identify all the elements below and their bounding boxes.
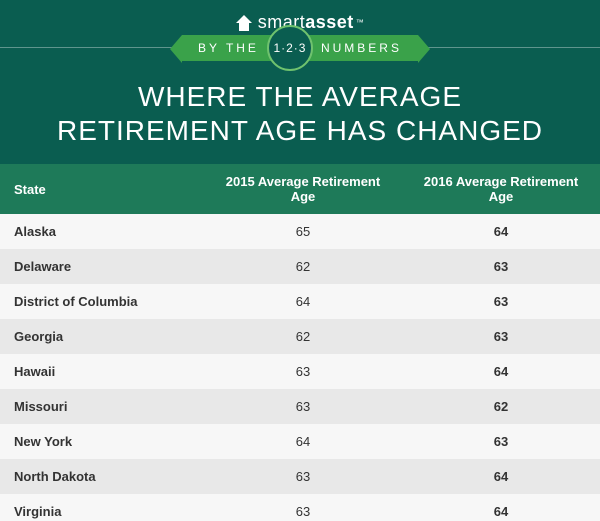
cell-2015: 65 <box>204 214 402 249</box>
table-row: Missouri6362 <box>0 389 600 424</box>
col-header-2016: 2016 Average Retirement Age <box>402 164 600 214</box>
cell-2016: 64 <box>402 494 600 521</box>
table-row: North Dakota6364 <box>0 459 600 494</box>
cell-state: Alaska <box>0 214 204 249</box>
cell-2015: 63 <box>204 354 402 389</box>
cell-state: Virginia <box>0 494 204 521</box>
cell-2015: 62 <box>204 319 402 354</box>
title-line-1: WHERE THE AVERAGE <box>138 81 462 112</box>
cell-2016: 64 <box>402 214 600 249</box>
house-icon <box>236 15 252 31</box>
ribbon: BY THE 1·2·3 NUMBERS <box>182 34 418 62</box>
page-title: WHERE THE AVERAGE RETIREMENT AGE HAS CHA… <box>40 80 560 148</box>
cell-2015: 63 <box>204 389 402 424</box>
infographic-card: smartasset™ BY THE 1·2·3 NUMBERS WHERE T… <box>0 0 600 521</box>
cell-2016: 64 <box>402 354 600 389</box>
table-row: New York6463 <box>0 424 600 459</box>
col-header-state: State <box>0 164 204 214</box>
ribbon-circle: 1·2·3 <box>267 25 313 71</box>
cell-2016: 63 <box>402 284 600 319</box>
ribbon-right: NUMBERS <box>305 35 418 61</box>
cell-state: Georgia <box>0 319 204 354</box>
cell-state: District of Columbia <box>0 284 204 319</box>
title-line-2: RETIREMENT AGE HAS CHANGED <box>57 115 543 146</box>
cell-2015: 62 <box>204 249 402 284</box>
cell-2016: 62 <box>402 389 600 424</box>
table-body: Alaska6564Delaware6263District of Columb… <box>0 214 600 521</box>
cell-2015: 64 <box>204 424 402 459</box>
cell-state: Missouri <box>0 389 204 424</box>
cell-2015: 63 <box>204 494 402 521</box>
cell-2016: 63 <box>402 249 600 284</box>
cell-state: New York <box>0 424 204 459</box>
cell-2016: 63 <box>402 319 600 354</box>
brand-tm: ™ <box>356 18 365 27</box>
table-row: Georgia6263 <box>0 319 600 354</box>
table-row: Alaska6564 <box>0 214 600 249</box>
cell-2016: 64 <box>402 459 600 494</box>
cell-2016: 63 <box>402 424 600 459</box>
retirement-table: State 2015 Average Retirement Age 2016 A… <box>0 164 600 521</box>
col-header-2015: 2015 Average Retirement Age <box>204 164 402 214</box>
cell-state: Delaware <box>0 249 204 284</box>
table-row: District of Columbia6463 <box>0 284 600 319</box>
cell-state: North Dakota <box>0 459 204 494</box>
ribbon-left: BY THE <box>182 35 275 61</box>
table-row: Delaware6263 <box>0 249 600 284</box>
brand-name-bold: asset <box>305 12 354 33</box>
table-row: Virginia6364 <box>0 494 600 521</box>
cell-2015: 64 <box>204 284 402 319</box>
table-row: Hawaii6364 <box>0 354 600 389</box>
cell-2015: 63 <box>204 459 402 494</box>
ribbon-wrap: BY THE 1·2·3 NUMBERS <box>0 34 600 62</box>
cell-state: Hawaii <box>0 354 204 389</box>
table-header-row: State 2015 Average Retirement Age 2016 A… <box>0 164 600 214</box>
